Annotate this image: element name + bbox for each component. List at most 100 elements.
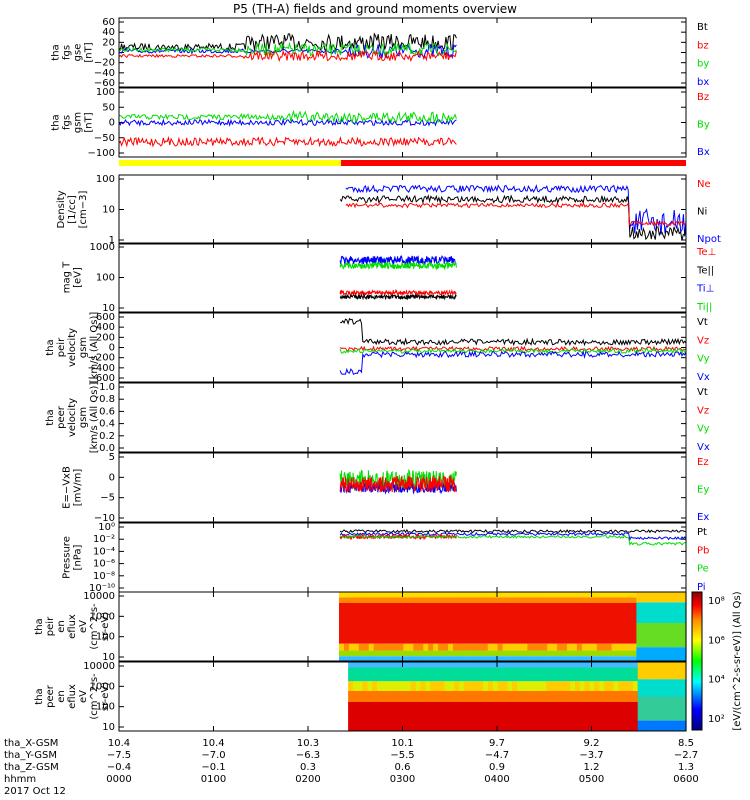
heatmap-cell	[396, 702, 402, 731]
heatmap-cell	[388, 597, 395, 603]
heatmap-cell	[589, 681, 595, 691]
heatmap-cell	[507, 650, 514, 657]
heatmap-cell	[681, 602, 687, 624]
heatmap-cell	[459, 667, 465, 682]
ytick-label: 10⁰	[98, 522, 115, 533]
legend-Vt: Vt	[697, 387, 708, 398]
heatmap-cell	[601, 592, 608, 598]
heatmap-cell	[478, 702, 484, 731]
footer-value: 1.2	[584, 762, 600, 773]
heatmap-cell	[403, 650, 409, 657]
heatmap-cell	[616, 656, 623, 661]
heatmap-cell	[621, 643, 628, 651]
panel-frame-vel	[118, 312, 687, 383]
ytick-label: 60	[102, 17, 115, 28]
footer-value: 0.6	[395, 762, 411, 773]
ylabel-line: [mV/m]	[73, 469, 84, 507]
heatmap-cell	[681, 696, 687, 721]
heatmap-cell	[666, 679, 673, 697]
heatmap-cell	[552, 650, 558, 657]
mode-bar-red	[341, 160, 686, 166]
heatmap-cell	[502, 597, 509, 603]
heatmap-cell	[651, 647, 657, 661]
heatmap-cell	[646, 647, 652, 661]
heatmap-cell	[586, 597, 593, 603]
series-line-Vt	[339, 317, 687, 347]
ylabel-line: Density	[56, 190, 67, 228]
heatmap-cell	[478, 662, 484, 668]
heatmap-cell	[603, 681, 610, 691]
heatmap-cell	[537, 656, 543, 661]
heatmap-cell	[358, 597, 365, 603]
ytick-label: −5	[100, 493, 115, 504]
heatmap-cell	[373, 592, 380, 598]
heatmap-cell	[386, 667, 393, 682]
heatmap-cell	[398, 597, 405, 603]
heatmap-cell	[487, 603, 494, 644]
heatmap-cell	[435, 662, 441, 668]
heatmap-cell	[550, 667, 557, 682]
heatmap-cell	[631, 650, 638, 657]
legend-Vz: Vz	[697, 335, 709, 346]
heatmap-cell	[527, 643, 533, 651]
ytick-label: 10	[102, 652, 115, 663]
ylabel-temp: mag T [eV]	[62, 261, 84, 293]
legend-Vy: Vy	[697, 424, 710, 435]
heatmap-cell	[652, 720, 658, 731]
series-line-Ti||	[339, 260, 457, 271]
footer-value: 10.4	[108, 738, 130, 749]
heatmap-cell	[636, 602, 642, 624]
heatmap-cell	[386, 662, 393, 668]
heatmap-cell	[433, 603, 439, 644]
heatmap-cell	[388, 592, 395, 598]
heatmap-cell	[676, 720, 682, 731]
heatmap-cell	[482, 643, 489, 651]
heatmap-cell	[438, 650, 444, 657]
heatmap-cell	[547, 603, 553, 644]
ylabel-line: gsm	[78, 407, 89, 428]
series-line-Ez	[339, 475, 457, 493]
footer-row-label: tha_X-GSM	[4, 738, 58, 749]
heatmap-cell	[579, 662, 586, 668]
heatmap-cell	[562, 597, 568, 603]
ytick-label: 600	[96, 312, 115, 323]
heatmap-cell	[439, 691, 446, 702]
heatmap-cell	[616, 597, 623, 603]
heatmap-cell	[401, 691, 407, 702]
heatmap-cell	[632, 662, 639, 668]
heatmap-cell	[606, 592, 613, 598]
heatmap-cell	[591, 603, 598, 644]
heatmap-cell	[579, 702, 586, 731]
heatmap-cell	[352, 681, 359, 691]
heatmap-cell	[472, 597, 479, 603]
ytick-label: 0	[109, 343, 115, 354]
heatmap-cell	[594, 691, 600, 702]
heatmap-cell	[391, 681, 397, 691]
heatmap-cell	[373, 643, 380, 651]
ylabel-line: [cm−3]	[78, 191, 89, 229]
heatmap-cell	[608, 702, 615, 731]
heatmap-cell	[377, 691, 383, 702]
heatmap-cell	[666, 602, 672, 624]
heatmap-cell	[368, 656, 375, 661]
heatmap-cell	[377, 702, 383, 731]
heatmap-cell	[542, 656, 548, 661]
heatmap-cell	[383, 603, 390, 644]
heatmap-cell	[339, 643, 345, 651]
heatmap-cell	[632, 681, 639, 691]
series-line-Pt	[339, 528, 687, 534]
heatmap-cell	[357, 667, 364, 682]
legend-Pi: Pi	[697, 582, 706, 593]
heatmap-cell	[586, 656, 593, 661]
heatmap-cell	[626, 643, 633, 651]
heatmap-cell	[363, 643, 370, 651]
legend-by: by	[697, 59, 709, 70]
heatmap-cell	[575, 702, 581, 731]
heatmap-cell	[443, 592, 449, 598]
heatmap-cell	[467, 643, 474, 651]
heatmap-cell	[425, 667, 431, 682]
heatmap-cell	[438, 656, 444, 661]
series-line-Npot	[345, 184, 687, 237]
footer-value: −3.7	[579, 750, 603, 761]
ytick-label: 0.2	[99, 431, 115, 442]
